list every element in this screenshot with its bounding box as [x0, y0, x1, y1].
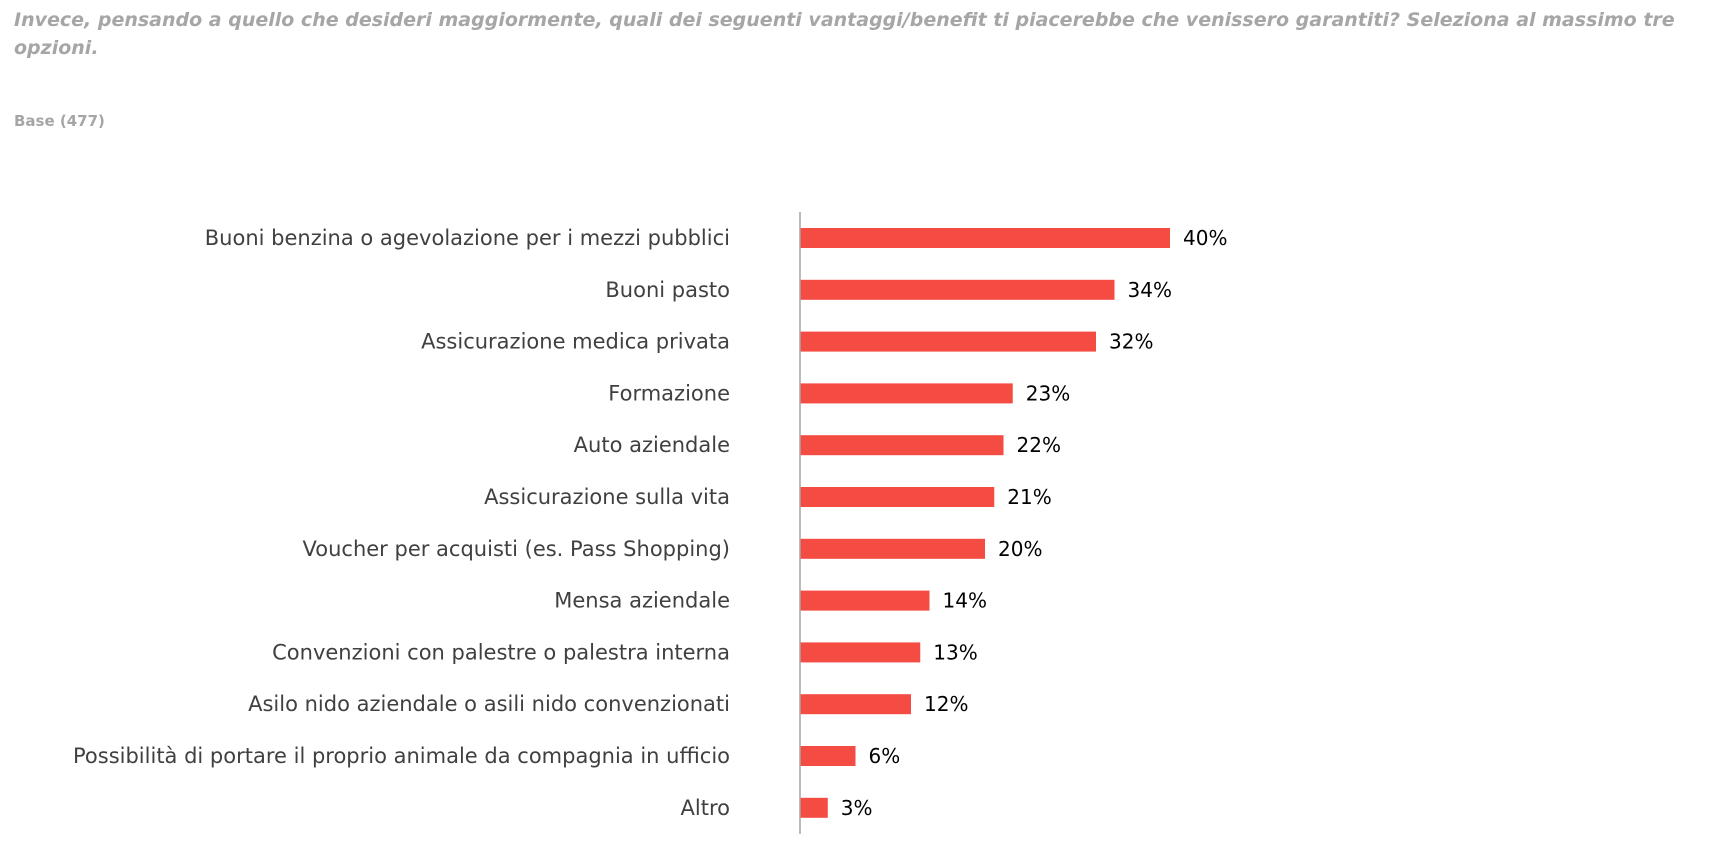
value-label: 22% — [1017, 433, 1061, 457]
value-label: 21% — [1007, 485, 1051, 509]
bar — [800, 746, 856, 766]
category-label: Possibilità di portare il proprio animal… — [73, 744, 730, 768]
base-count: Base (477) — [14, 112, 105, 130]
bar — [800, 279, 1115, 300]
bar — [800, 590, 930, 611]
bar — [800, 487, 995, 507]
category-label: Asilo nido aziendale o asili nido conven… — [248, 692, 730, 716]
bar — [800, 435, 1004, 456]
category-label: Assicurazione sulla vita — [484, 485, 730, 509]
value-label: 40% — [1183, 226, 1227, 250]
bar — [800, 383, 1013, 404]
value-label: 6% — [869, 744, 901, 768]
category-label: Voucher per acquisti (es. Pass Shopping) — [303, 537, 730, 561]
bar — [800, 228, 1170, 248]
category-label: Convenzioni con palestre o palestra inte… — [272, 640, 730, 664]
category-label: Altro — [681, 796, 730, 820]
bar — [800, 694, 911, 715]
bar — [800, 331, 1096, 352]
value-label: 32% — [1109, 330, 1153, 354]
category-label: Assicurazione medica privata — [421, 330, 730, 354]
value-label: 12% — [924, 692, 968, 716]
category-label: Buoni benzina o agevolazione per i mezzi… — [205, 226, 730, 250]
value-label: 14% — [943, 589, 987, 613]
category-label: Auto aziendale — [574, 433, 730, 457]
value-label: 23% — [1026, 381, 1070, 405]
value-label: 34% — [1128, 278, 1172, 302]
bar — [800, 642, 921, 663]
category-label: Buoni pasto — [605, 278, 730, 302]
value-label: 13% — [933, 640, 977, 664]
value-label: 3% — [841, 796, 873, 820]
category-label: Mensa aziendale — [554, 589, 730, 613]
bar — [800, 797, 828, 818]
value-label: 20% — [998, 537, 1042, 561]
category-label: Formazione — [608, 381, 730, 405]
bars-layer: Buoni benzina o agevolazione per i mezzi… — [73, 226, 1227, 820]
question-text: Invece, pensando a quello che desideri m… — [14, 9, 1675, 59]
bar — [800, 538, 985, 559]
